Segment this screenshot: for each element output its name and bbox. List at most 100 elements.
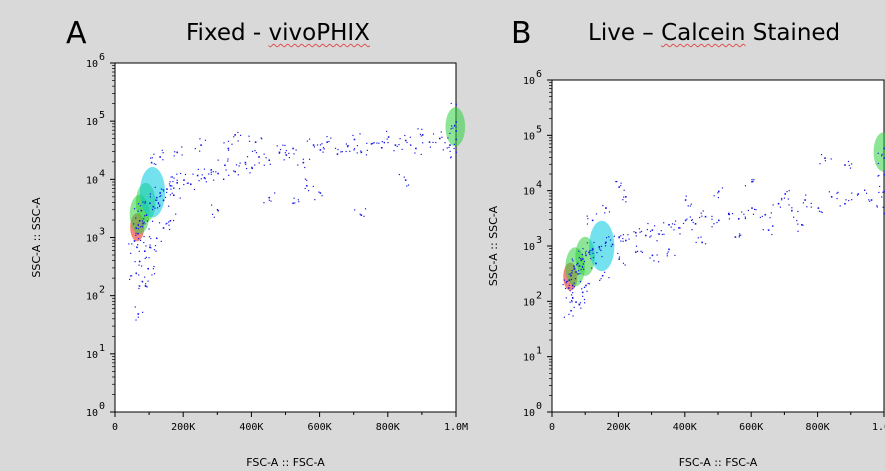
point-b-44-j2 [570, 294, 573, 296]
point-b-16-j2 [618, 237, 620, 239]
point-b-64-j0 [687, 205, 689, 207]
point-a-61-j3 [137, 316, 139, 318]
point-b-29-j2 [753, 208, 756, 210]
point-b-12 [598, 246, 601, 248]
point-a-27-j2 [255, 152, 258, 154]
point-b-62-j3 [625, 201, 627, 203]
point-b-67-j2 [824, 160, 827, 162]
point-a-27-j1 [251, 150, 254, 152]
point-a-2-j2 [135, 217, 137, 219]
point-a-58-j0 [130, 275, 133, 277]
panel-a-title-plain: Fixed - [186, 20, 269, 46]
point-a-36 [336, 153, 339, 155]
point-a-76-j0 [364, 208, 367, 210]
point-b-1-j0 [577, 272, 579, 275]
point-a-39-j3 [360, 150, 362, 152]
point-a-12 [162, 199, 165, 202]
point-b-39 [883, 174, 885, 176]
point-a-78-j0 [306, 179, 308, 181]
point-b-18 [644, 234, 647, 237]
point-a-77 [404, 179, 407, 181]
point-a-30-j3 [288, 156, 290, 159]
x-tick-label-b-3: 600K [739, 422, 763, 433]
point-b-38-j0 [865, 192, 868, 194]
point-a-44-j0 [406, 141, 408, 144]
point-a-42-j3 [383, 142, 385, 144]
point-a-76-j2 [363, 215, 365, 217]
point-b-22 [678, 227, 680, 229]
point-a-21-j3 [212, 171, 214, 173]
point-a-39 [360, 151, 363, 154]
point-a-23-j2 [217, 159, 219, 161]
point-b-29-j0 [752, 213, 755, 215]
point-a-7-j2 [141, 220, 144, 222]
point-a-57-j3 [153, 273, 156, 275]
point-a-19 [196, 174, 199, 177]
point-a-7-j3 [151, 220, 154, 222]
point-b-13-j1 [608, 236, 610, 238]
point-b-42-j0 [878, 191, 880, 194]
point-b-50-j3 [601, 256, 603, 258]
point-b-68-j0 [851, 163, 853, 165]
point-a-3-j0 [137, 238, 140, 240]
point-b-54-j1 [653, 260, 655, 262]
point-b-27 [727, 212, 730, 215]
point-b-4-j1 [573, 266, 575, 268]
point-b-33-j1 [802, 202, 805, 204]
point-a-70-j0 [227, 149, 230, 151]
y-tick-exp-a-5: 5 [99, 110, 105, 121]
point-a-25 [244, 161, 247, 164]
point-a-35-j3 [319, 144, 322, 146]
point-b-62 [625, 196, 627, 198]
point-a-62 [155, 237, 158, 240]
point-b-49-j1 [581, 288, 583, 290]
point-a-67-j3 [162, 152, 164, 154]
point-a-51-j3 [455, 126, 457, 128]
point-a-55-j3 [145, 245, 147, 247]
point-b-47 [570, 309, 572, 312]
point-a-54-j0 [450, 157, 452, 159]
point-a-63-j2 [158, 222, 161, 224]
point-b-23 [684, 219, 687, 222]
point-b-17-j0 [633, 231, 635, 233]
point-a-66-j0 [150, 157, 152, 159]
point-a-23-j3 [227, 158, 229, 160]
point-a-35 [326, 141, 329, 143]
point-b-15-j1 [622, 240, 624, 242]
point-a-26-j2 [251, 166, 253, 168]
point-a-16-j2 [170, 176, 172, 178]
point-a-76 [360, 214, 363, 216]
point-b-52 [618, 258, 620, 260]
point-b-53-j3 [637, 250, 639, 252]
point-b-5-j3 [577, 270, 580, 272]
point-b-38 [870, 199, 873, 201]
point-b-1-j1 [563, 279, 565, 281]
point-a-69 [200, 144, 202, 146]
point-b-24-j1 [691, 229, 693, 231]
point-b-18-j3 [650, 235, 652, 237]
point-b-48 [581, 291, 584, 294]
point-b-32-j0 [797, 210, 799, 213]
point-b-7-j3 [572, 260, 574, 262]
point-a-5-j0 [148, 228, 150, 230]
point-a-61-j0 [142, 311, 144, 313]
point-a-63-j1 [167, 221, 170, 223]
point-a-17-j3 [176, 179, 178, 181]
point-b-47-j3 [572, 315, 574, 317]
point-a-0-j1 [141, 225, 143, 227]
point-a-73 [268, 196, 271, 199]
point-a-51 [455, 121, 457, 123]
point-a-38-j3 [352, 134, 354, 137]
point-a-41 [380, 146, 383, 149]
point-a-26-j1 [249, 172, 251, 174]
point-b-3-j3 [572, 292, 574, 294]
point-a-70-j1 [227, 140, 230, 142]
point-a-70-j3 [231, 143, 233, 145]
y-tick-label-a-4: 10 [86, 175, 98, 186]
point-a-27-j3 [258, 162, 260, 164]
point-a-48 [438, 137, 441, 140]
point-a-77-j0 [398, 173, 400, 176]
point-b-56-j1 [700, 236, 702, 238]
point-b-61-j3 [605, 207, 607, 209]
point-b-19 [651, 229, 654, 231]
